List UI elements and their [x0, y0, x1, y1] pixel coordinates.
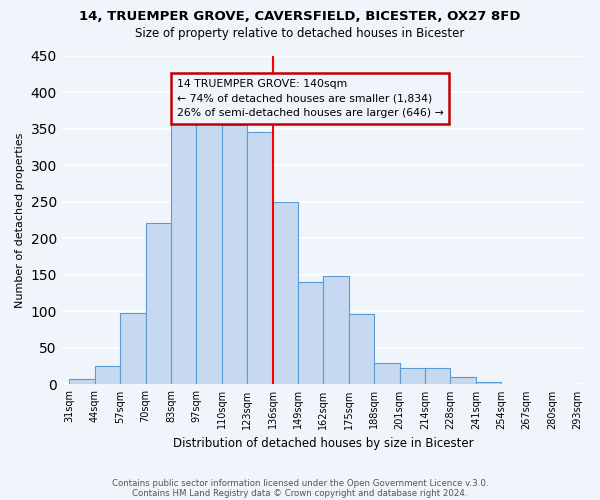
Bar [374, 362, 400, 384]
Bar [425, 368, 451, 384]
Bar [400, 368, 425, 384]
Bar [120, 313, 146, 384]
Text: Size of property relative to detached houses in Bicester: Size of property relative to detached ho… [136, 28, 464, 40]
Text: 14, TRUEMPER GROVE, CAVERSFIELD, BICESTER, OX27 8FD: 14, TRUEMPER GROVE, CAVERSFIELD, BICESTE… [79, 10, 521, 23]
Bar [349, 314, 374, 384]
Text: Contains public sector information licensed under the Open Government Licence v.: Contains public sector information licen… [112, 478, 488, 488]
Bar [171, 122, 196, 384]
Bar [247, 132, 272, 384]
Text: 14 TRUEMPER GROVE: 140sqm
← 74% of detached houses are smaller (1,834)
26% of se: 14 TRUEMPER GROVE: 140sqm ← 74% of detac… [177, 78, 443, 118]
Bar [272, 202, 298, 384]
X-axis label: Distribution of detached houses by size in Bicester: Distribution of detached houses by size … [173, 437, 474, 450]
Bar [222, 125, 247, 384]
Bar [298, 282, 323, 384]
Bar [196, 119, 222, 384]
Bar [323, 276, 349, 384]
Text: Contains HM Land Registry data © Crown copyright and database right 2024.: Contains HM Land Registry data © Crown c… [132, 488, 468, 498]
Y-axis label: Number of detached properties: Number of detached properties [15, 132, 25, 308]
Bar [95, 366, 120, 384]
Bar [476, 382, 501, 384]
Bar [70, 378, 95, 384]
Bar [146, 223, 171, 384]
Bar [451, 377, 476, 384]
